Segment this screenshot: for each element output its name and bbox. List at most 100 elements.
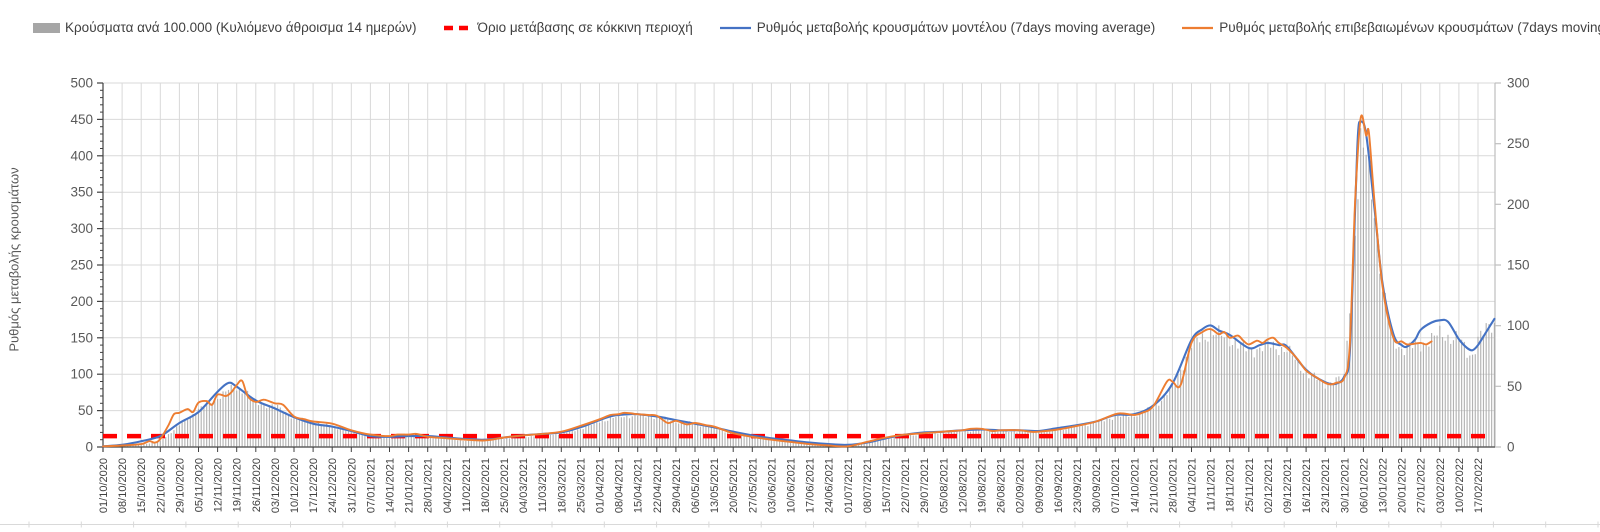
x-axis-date-label: 22/07/2021 — [900, 458, 912, 513]
x-axis-date-label: 03/06/2021 — [766, 458, 778, 513]
x-axis-date-label: 15/07/2021 — [881, 458, 893, 513]
x-axis-date-label: 27/05/2021 — [747, 458, 759, 513]
x-axis-date-label: 22/04/2021 — [652, 458, 664, 513]
x-axis-date-label: 18/11/2021 — [1225, 458, 1237, 512]
legend-swatch-dash-icon — [443, 25, 472, 30]
left-axis-tick-label: 150 — [70, 330, 93, 345]
x-axis-date-label: 17/02/2022 — [1473, 458, 1485, 513]
x-axis-date-label: 03/02/2022 — [1435, 458, 1447, 513]
left-axis-tick-label: 250 — [70, 258, 93, 273]
x-axis-date-label: 18/03/2021 — [556, 458, 568, 513]
axes — [102, 83, 1496, 452]
x-axis-ticks: 01/10/2020 08/10/2020 15/10/2020 22/10/2020… — [98, 447, 1485, 513]
x-axis-date-label: 06/01/2022 — [1358, 458, 1370, 513]
legend-label: Κρούσματα ανά 100.000 (Κυλιόμενο άθροισμ… — [65, 20, 417, 35]
x-axis-date-label: 19/08/2021 — [977, 458, 989, 513]
x-axis-date-label: 04/02/2021 — [442, 458, 454, 513]
x-axis-date-label: 20/05/2021 — [728, 458, 740, 513]
x-axis-date-label: 28/10/2021 — [1167, 458, 1179, 513]
legend-swatch-line-icon — [719, 26, 751, 29]
x-axis-date-label: 23/12/2021 — [1320, 458, 1332, 513]
x-axis-date-label: 16/09/2021 — [1053, 458, 1065, 513]
gridlines — [103, 82, 1495, 447]
left-axis-tick-label: 500 — [70, 76, 93, 91]
x-axis-date-label: 27/01/2022 — [1416, 458, 1428, 513]
x-axis-date-label: 23/09/2021 — [1072, 458, 1084, 513]
left-axis-tick-label: 350 — [70, 185, 93, 200]
x-axis-date-label: 24/06/2021 — [824, 458, 836, 513]
x-axis-date-label: 19/11/2020 — [232, 458, 244, 512]
x-axis-date-label: 14/01/2021 — [385, 458, 397, 513]
left-axis-tick-label: 100 — [70, 367, 93, 382]
x-axis-date-label: 02/09/2021 — [1015, 458, 1027, 513]
left-axis-tick-label: 200 — [70, 294, 93, 309]
x-axis-date-label: 25/11/2021 — [1244, 458, 1256, 512]
x-axis-date-label: 12/08/2021 — [957, 458, 969, 513]
x-axis-date-label: 09/12/2021 — [1282, 458, 1294, 513]
x-axis-date-label: 29/07/2021 — [919, 458, 931, 513]
right-axis-tick-label: 250 — [1507, 136, 1530, 151]
x-axis-date-label: 09/09/2021 — [1034, 458, 1046, 513]
legend-label: Όριο μετάβασης σε κόκκινη περιοχή — [477, 20, 693, 35]
bars-series — [102, 128, 1495, 447]
x-axis-date-label: 05/11/2020 — [194, 458, 206, 512]
x-axis-date-label: 14/10/2021 — [1129, 458, 1141, 513]
x-axis-date-label: 04/11/2021 — [1187, 458, 1199, 512]
x-axis-date-label: 13/01/2022 — [1378, 458, 1390, 513]
left-axis-tick-label: 300 — [70, 221, 93, 236]
left-axis-tick-label: 400 — [70, 148, 93, 163]
legend-item-0: Κρούσματα ανά 100.000 (Κυλιόμενο άθροισμ… — [33, 20, 417, 35]
x-axis-date-label: 11/02/2021 — [461, 458, 473, 512]
x-axis-date-label: 15/10/2020 — [136, 458, 148, 513]
x-axis-date-label: 25/02/2021 — [499, 458, 511, 513]
left-axis-tick-label: 50 — [78, 403, 93, 418]
right-axis-ticks: 0 50 100 150 200 250 300 — [1495, 76, 1530, 455]
x-axis-date-label: 24/12/2020 — [327, 458, 339, 513]
x-axis-date-label: 03/12/2020 — [270, 458, 282, 513]
x-axis-date-label: 06/05/2021 — [690, 458, 702, 513]
x-axis-date-label: 07/01/2021 — [365, 458, 377, 513]
x-axis-date-label: 25/03/2021 — [575, 458, 587, 513]
x-axis-date-label: 13/05/2021 — [709, 458, 721, 513]
right-axis-tick-label: 300 — [1507, 76, 1530, 91]
x-axis-date-label: 26/08/2021 — [996, 458, 1008, 513]
x-axis-date-label: 18/02/2021 — [480, 458, 492, 513]
left-axis-tick-label: 0 — [85, 440, 93, 455]
confirmed-line-series — [102, 114, 1433, 448]
legend-item-2: Ρυθμός μεταβολής κρουσμάτων μοντέλου (7d… — [719, 20, 1156, 35]
x-axis-date-label: 28/01/2021 — [423, 458, 435, 513]
x-axis-date-label: 05/08/2021 — [938, 458, 950, 513]
bottom-separator — [0, 521, 1600, 528]
x-axis-date-label: 01/04/2021 — [595, 458, 607, 513]
right-axis-tick-label: 150 — [1507, 258, 1530, 273]
model-line-series — [101, 120, 1496, 448]
x-axis-date-label: 16/12/2021 — [1301, 458, 1313, 513]
x-axis-date-label: 01/10/2020 — [98, 458, 110, 513]
x-axis-date-label: 29/04/2021 — [671, 458, 683, 513]
x-axis-date-label: 15/04/2021 — [633, 458, 645, 513]
x-axis-date-label: 31/12/2020 — [346, 458, 358, 513]
chart-legend: Κρούσματα ανά 100.000 (Κυλιόμενο άθροισμ… — [33, 20, 1600, 35]
x-axis-date-label: 11/11/2021 — [1206, 458, 1218, 511]
x-axis-date-label: 10/12/2020 — [289, 458, 301, 513]
x-axis-date-label: 26/11/2020 — [251, 458, 263, 512]
right-axis-tick-label: 200 — [1507, 197, 1530, 212]
x-axis-date-label: 30/12/2021 — [1339, 458, 1351, 513]
right-axis-tick-label: 100 — [1507, 318, 1530, 333]
x-axis-date-label: 17/12/2020 — [308, 458, 320, 513]
x-axis-date-label: 30/09/2021 — [1091, 458, 1103, 513]
x-axis-date-label: 08/07/2021 — [862, 458, 874, 513]
x-axis-date-label: 08/10/2020 — [117, 458, 129, 513]
right-axis-tick-label: 50 — [1507, 379, 1522, 394]
x-axis-date-label: 02/12/2021 — [1263, 458, 1275, 513]
legend-swatch-bar-icon — [33, 22, 60, 33]
left-axis-ticks: 0 50 100 150 200 250 300 350 400 450 500 — [70, 76, 103, 455]
x-axis-date-label: 07/10/2021 — [1110, 458, 1122, 513]
x-axis-date-label: 11/03/2021 — [537, 458, 549, 512]
x-axis-date-label: 04/03/2021 — [518, 458, 530, 513]
x-axis-date-label: 21/10/2021 — [1148, 458, 1160, 513]
legend-label: Ρυθμός μεταβολής επιβεβαιωμένων κρουσμάτ… — [1219, 20, 1600, 35]
legend-label: Ρυθμός μεταβολής κρουσμάτων μοντέλου (7d… — [756, 20, 1156, 35]
